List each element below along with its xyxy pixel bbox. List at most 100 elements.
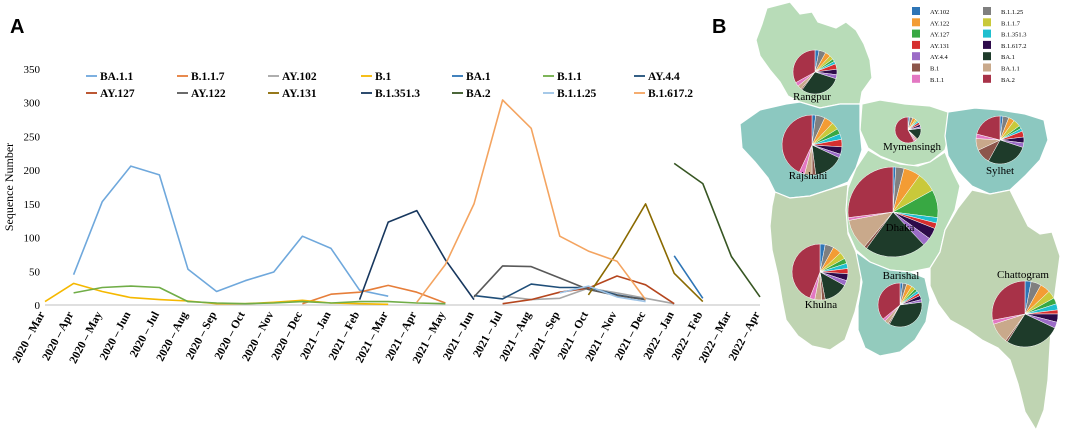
division-label-khulna: Khulna xyxy=(805,299,838,311)
pie-slice-rangpur-ba-1 xyxy=(801,71,837,95)
series-line-b-1-1 xyxy=(73,285,446,305)
pie-mymensingh xyxy=(894,116,922,144)
y-tick-label: 200 xyxy=(24,165,41,177)
pie-rangpur xyxy=(792,49,838,95)
series-line-b-1-617-2 xyxy=(416,99,647,303)
legend-label: B.1.351.3 xyxy=(375,88,420,100)
series-line-ay-102 xyxy=(502,287,675,305)
series-line-ay-127 xyxy=(502,275,675,305)
pie-sylhet xyxy=(975,115,1025,165)
pie-slice-chattogram-ba-2 xyxy=(991,280,1026,321)
map-legend-label: AY.4.4 xyxy=(930,54,948,61)
chart-series-lines xyxy=(44,99,761,306)
series-line-ba-2 xyxy=(673,162,761,298)
map-legend-label: AY.122 xyxy=(930,20,949,27)
legend-label: B.1.1.25 xyxy=(557,88,597,100)
pie-chattogram xyxy=(991,280,1059,348)
pie-rajshahi xyxy=(781,114,843,176)
map-legend-swatch xyxy=(912,40,920,49)
pie-slice-dhaka-ba-1 xyxy=(866,211,925,258)
map-legend-swatch xyxy=(912,18,920,27)
map-legend-swatch xyxy=(912,52,920,61)
map-legend-swatch xyxy=(912,63,920,72)
division-label-rangpur: Rangpur xyxy=(793,91,831,103)
map-legend-swatch xyxy=(912,29,920,38)
map-legend-label: B.1.617.2 xyxy=(1001,43,1026,50)
legend-label: AY.4.4 xyxy=(648,71,680,83)
map-legend-label: B.1.1 xyxy=(930,77,944,84)
map-legend-label: AY.131 xyxy=(930,43,949,50)
pie-khulna xyxy=(791,243,849,301)
pie-barishal xyxy=(877,282,923,328)
panel-b-letter: B xyxy=(712,16,726,38)
map-division-labels: Rangpur Mymensingh Sylhet Rajshahi Dhaka Khul… xyxy=(789,91,1050,311)
map-legend-swatch xyxy=(912,74,920,83)
legend-label: BA.1 xyxy=(466,71,491,83)
series-line-b-1-1-7 xyxy=(302,284,446,305)
pie-slice-sylhet-ba-2 xyxy=(976,115,1001,141)
y-tick-label: 0 xyxy=(35,300,41,312)
map-legend-swatch xyxy=(983,18,991,27)
map-legend-swatch xyxy=(983,52,991,61)
division-label-rajshahi: Rajshahi xyxy=(789,170,828,182)
legend-label: BA.2 xyxy=(466,88,491,100)
y-tick-label: 100 xyxy=(24,233,41,245)
legend-label: AY.102 xyxy=(282,71,317,83)
series-line-ba-1 xyxy=(673,255,704,299)
map-legend-swatch xyxy=(983,7,991,15)
division-label-mymensingh: Mymensingh xyxy=(883,141,942,153)
legend-label: BA.1.1 xyxy=(100,71,133,83)
division-label-barishal: Barishal xyxy=(883,270,920,282)
map-legend-label: B.1 xyxy=(930,66,939,73)
pie-slice-dhaka-ba-2 xyxy=(847,166,894,218)
map-legend: AY.102 B.1.1.25 AY.122 B.1.1.7 AY.127 B.1.351… xyxy=(912,7,1026,84)
map-legend-label: B.1.1.25 xyxy=(1001,9,1023,16)
map-legend-swatch xyxy=(983,40,991,49)
map-legend-label: B.1.1.7 xyxy=(1001,20,1021,27)
pie-dhaka xyxy=(847,166,939,258)
pie-slice-mymensingh-ba-2 xyxy=(894,116,915,144)
legend-label: B.1.1.7 xyxy=(191,71,225,83)
legend-label: B.1 xyxy=(375,71,392,83)
map-legend-label: BA.1.1 xyxy=(1001,66,1020,73)
map-legend-label: BA.2 xyxy=(1001,77,1015,84)
map-pie-charts xyxy=(781,49,1059,348)
y-tick-label: 250 xyxy=(24,131,41,143)
panel-a-letter: A xyxy=(10,16,24,38)
map-legend-label: AY.127 xyxy=(930,32,950,39)
y-tick-label: 150 xyxy=(24,199,41,211)
y-tick-label: 50 xyxy=(29,266,41,278)
series-line-b-1-351-3 xyxy=(358,209,475,301)
legend-label: AY.127 xyxy=(100,88,135,100)
legend-label: AY.122 xyxy=(191,88,226,100)
map-legend-swatch xyxy=(983,74,991,83)
map-legend-label: AY.102 xyxy=(930,9,949,16)
legend-label: AY.131 xyxy=(282,88,317,100)
map-legend-label: B.1.351.3 xyxy=(1001,32,1026,39)
map-legend-swatch xyxy=(983,29,991,38)
division-label-sylhet: Sylhet xyxy=(986,165,1014,177)
pie-slice-khulna-ba-2 xyxy=(791,243,821,299)
pie-slice-rajshahi-ba-2 xyxy=(781,114,813,173)
series-line-ay-122 xyxy=(473,265,646,301)
y-tick-label: 300 xyxy=(24,98,41,110)
legend-label: B.1.617.2 xyxy=(648,88,693,100)
y-tick-label: 350 xyxy=(24,64,41,76)
series-line-b-1-1-25 xyxy=(559,285,646,303)
series-line-ay-131 xyxy=(587,203,704,303)
division-label-chattogram: Chattogram xyxy=(997,269,1049,281)
pie-slice-barishal-ba-2 xyxy=(877,282,901,320)
legend-label: B.1.1 xyxy=(557,71,582,83)
chart-legend: BA.1.1 B.1.1.7 AY.102 B.1 BA.1 B.1.1 AY.4.4 AY.… xyxy=(86,71,693,100)
division-label-dhaka: Dhaka xyxy=(886,222,915,234)
pie-slice-chattogram-ba-1 xyxy=(1006,313,1056,348)
map-legend-swatch xyxy=(912,7,920,15)
y-axis-title: Sequence Number xyxy=(2,143,16,231)
pie-slice-rangpur-ba-2 xyxy=(792,49,816,83)
pie-slice-barishal-ba-1 xyxy=(889,301,923,328)
map-legend-label: BA.1 xyxy=(1001,54,1015,61)
series-line-ba-1-1 xyxy=(72,165,389,297)
panel-b-map: Rangpur Mymensingh Sylhet Rajshahi Dhaka Khul… xyxy=(739,1,1061,432)
